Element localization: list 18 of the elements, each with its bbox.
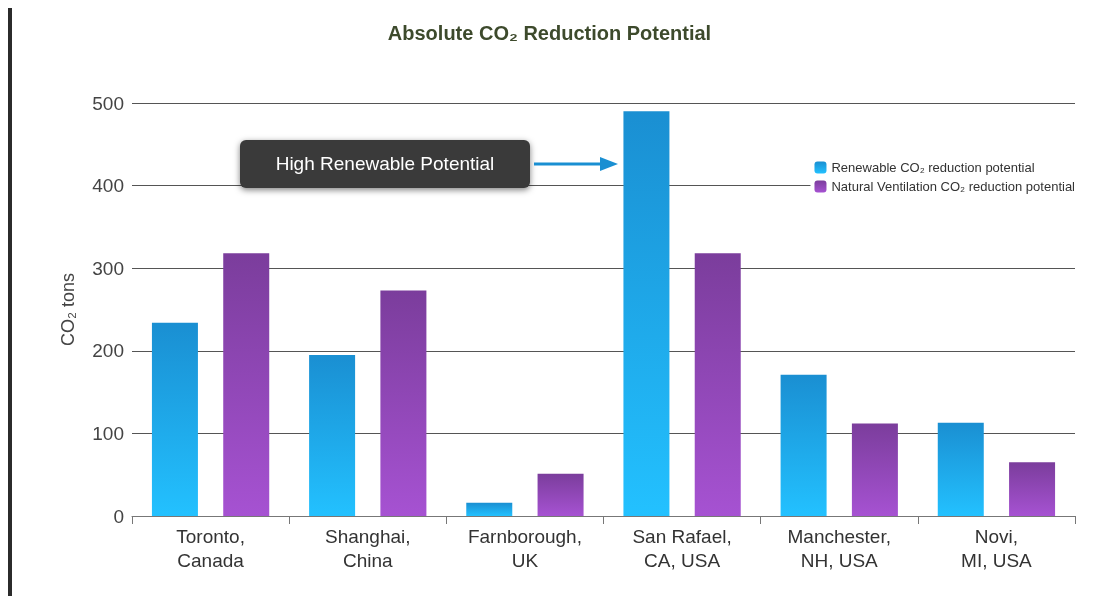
legend-label: Renewable CO₂ reduction potential xyxy=(831,160,1035,175)
y-tick-label: 100 xyxy=(92,422,124,444)
legend-label: Natural Ventilation CO₂ reduction potential xyxy=(831,179,1076,194)
y-tick-label: 400 xyxy=(92,175,124,197)
chart-title: Absolute CO₂ Reduction Potential xyxy=(387,22,712,44)
annotation: High Renewable Potential xyxy=(240,140,530,188)
y-tick-label: 300 xyxy=(92,257,124,279)
y-axis-title: CO₂ tons xyxy=(58,272,78,347)
y-tick-label: 200 xyxy=(92,340,124,362)
x-tick-label: Farnborough, UK xyxy=(467,525,582,571)
x-tick-label: Manchester, NH, USA xyxy=(787,525,891,571)
y-tick-label: 0 xyxy=(113,505,124,527)
x-tick-label: Shanghai, China xyxy=(324,525,411,571)
x-tick-label: San Rafael, CA, USA xyxy=(632,525,732,571)
callout: High Renewable Potential xyxy=(240,140,620,188)
y-tick-label: 500 xyxy=(92,92,124,114)
x-tick-label: Novi, MI, USA xyxy=(961,525,1033,571)
x-tick-label: Toronto, Canada xyxy=(176,525,245,571)
